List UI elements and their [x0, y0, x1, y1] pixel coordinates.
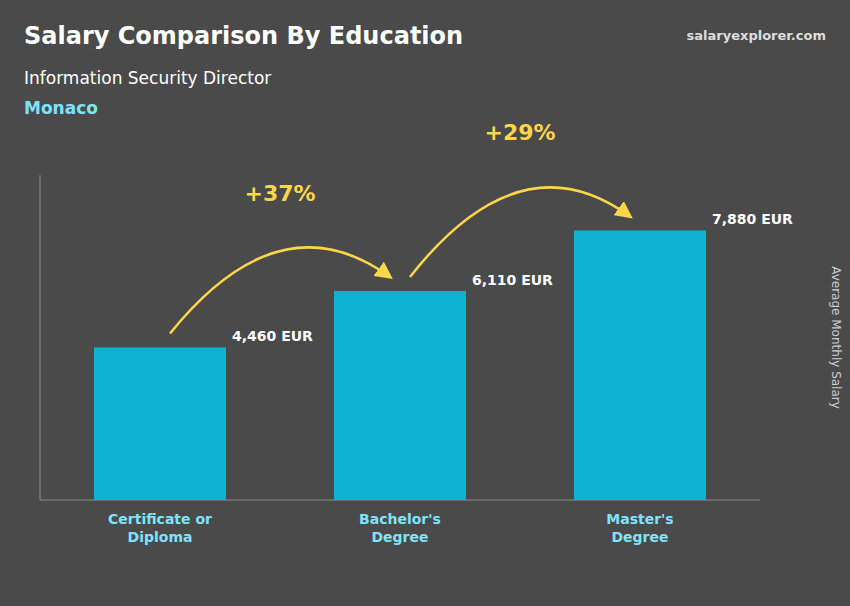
- pct-label: +37%: [244, 181, 315, 206]
- x-tick-label: Master'sDegree: [606, 511, 673, 545]
- x-tick-label: Certificate orDiploma: [108, 511, 212, 545]
- bars: [94, 230, 706, 500]
- bar: [574, 230, 706, 500]
- y-axis-line: [40, 175, 41, 500]
- value-label: 4,460 EUR: [232, 328, 313, 344]
- bar: [334, 291, 466, 500]
- pct-label: +29%: [484, 120, 555, 145]
- value-label: 6,110 EUR: [472, 272, 553, 288]
- title: Salary Comparison By Education: [24, 22, 463, 50]
- bar: [94, 347, 226, 500]
- value-label: 7,880 EUR: [712, 211, 793, 227]
- watermark: salaryexplorer.com: [687, 28, 826, 43]
- location: Monaco: [24, 98, 98, 118]
- x-tick-label: Bachelor'sDegree: [359, 511, 441, 545]
- background: [0, 0, 850, 606]
- y-axis-label: Average Monthly Salary: [829, 266, 843, 409]
- subtitle: Information Security Director: [24, 68, 271, 88]
